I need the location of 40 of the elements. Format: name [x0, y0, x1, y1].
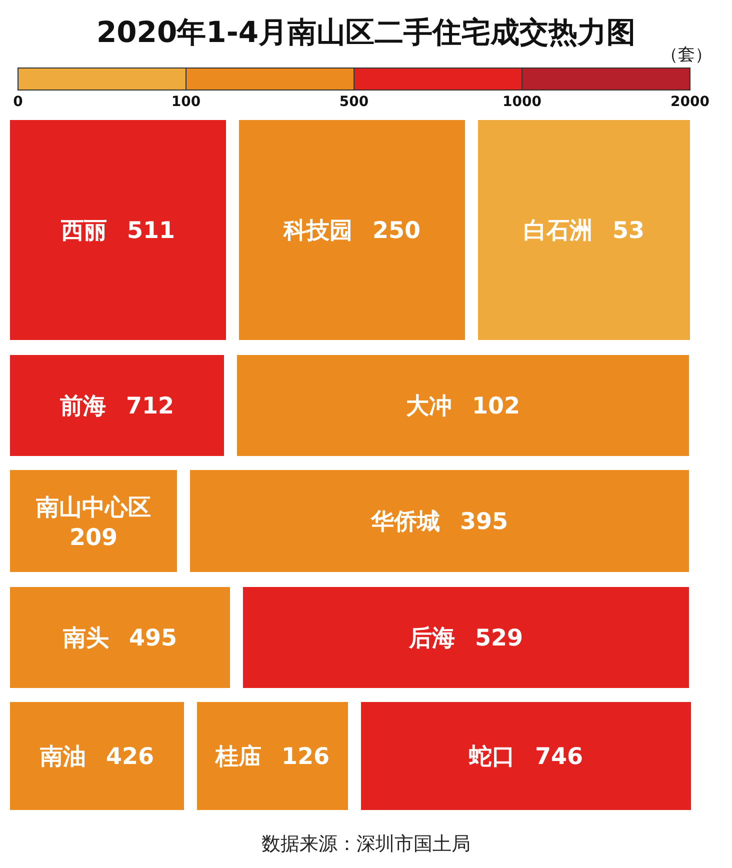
- category-label: 南油: [38, 744, 86, 770]
- category-label: 南山中心区: [35, 494, 151, 521]
- text: 2020年1-4月南山区二手住宅成交热力图: [96, 15, 636, 49]
- cell: 南山中心区 209: [10, 470, 177, 572]
- cell: 桂庙 126: [197, 702, 348, 810]
- category-label: 白石洲: [523, 218, 592, 244]
- colorbar: 0 100 500 1000 2000: [13, 68, 710, 110]
- data-label: 250: [372, 218, 421, 244]
- data-label: 426: [106, 744, 154, 770]
- color-bar-title: （套）: [661, 45, 712, 65]
- cell: 南头 495: [10, 587, 230, 688]
- cell: 前海 712: [10, 355, 224, 456]
- cell: 华侨城 395: [190, 470, 689, 572]
- data-label: 126: [281, 744, 330, 770]
- category-label: 华侨城: [370, 509, 440, 535]
- data-label: 495: [128, 626, 178, 652]
- data-label: 53: [612, 218, 645, 244]
- data-label: 511: [126, 218, 176, 244]
- cell: 后海 529: [243, 587, 689, 688]
- source-note: 数据来源：深圳市国土局: [262, 833, 470, 855]
- cell: 大冲 102: [237, 355, 689, 456]
- data-label: 712: [126, 394, 174, 420]
- category-label: 西丽: [60, 218, 107, 244]
- data-label: 746: [534, 744, 584, 770]
- cell: 蛇口 746: [361, 702, 691, 810]
- category-label: 科技园: [282, 218, 352, 244]
- category-label: 大冲: [406, 394, 452, 420]
- category-label: 后海: [408, 626, 455, 652]
- cell: 南油 426: [10, 702, 184, 810]
- data-label: 209: [69, 525, 118, 551]
- data-label: 529: [474, 626, 524, 652]
- cell: 科技园 250: [239, 120, 465, 340]
- category-label: 前海: [58, 394, 106, 420]
- data-label: 395: [460, 509, 508, 535]
- cell: 西丽 511: [10, 120, 226, 340]
- data-label: 102: [472, 394, 520, 420]
- category-label: 南头: [62, 626, 109, 652]
- category-label: 桂庙: [214, 743, 262, 770]
- cell: 白石洲 53: [478, 120, 690, 340]
- category-label: 蛇口: [468, 744, 515, 770]
